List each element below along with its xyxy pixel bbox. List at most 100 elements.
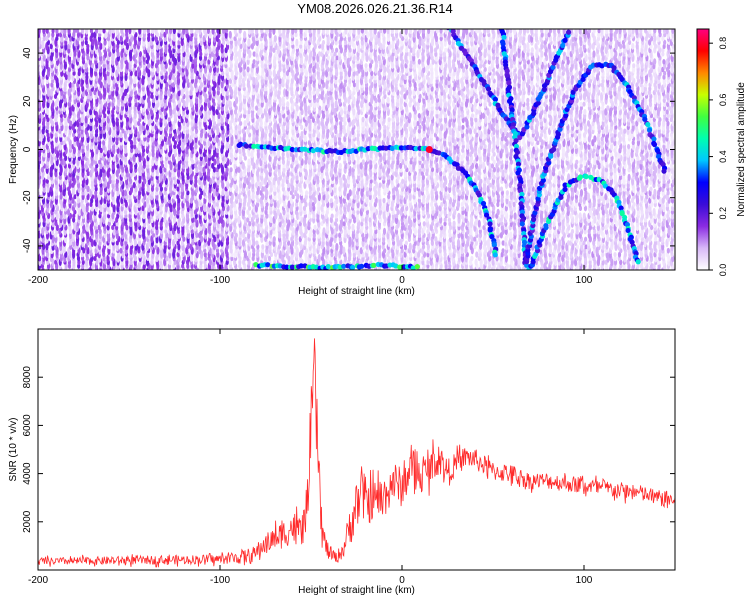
- spectrogram-cell: [85, 29, 89, 35]
- spectrogram-plot: [38, 29, 675, 270]
- spectrogram-cell: [228, 100, 232, 108]
- spectrogram-cell: [49, 43, 53, 50]
- spectrogram-cell: [373, 29, 377, 35]
- spectrogram-cell: [243, 30, 247, 39]
- spectrogram-cell: [63, 29, 67, 35]
- spectrogram-cell: [64, 117, 68, 123]
- spectrogram-cell: [67, 29, 71, 35]
- spectrogram-cell: [51, 32, 55, 38]
- spectrogram-cell: [246, 66, 250, 73]
- spectrogram-cell: [120, 29, 124, 35]
- spectrogram-cell: [40, 166, 45, 173]
- spectrogram-cell: [334, 29, 338, 35]
- spectrogram-cell: [84, 174, 88, 180]
- spectrogram-cell: [329, 198, 333, 204]
- spectrogram-cell: [60, 29, 64, 34]
- spectrogram-cell: [361, 159, 365, 165]
- spectrogram-cell: [252, 59, 256, 65]
- spectrogram-cell: [154, 29, 158, 35]
- spectrogram-cell: [361, 116, 365, 123]
- spectrogram-cell: [260, 42, 264, 51]
- spectrogram-cell: [75, 29, 80, 34]
- spectrogram-cell: [72, 70, 76, 76]
- spectrogram-cell: [282, 29, 286, 35]
- spectrogram-cell: [382, 197, 386, 204]
- spectrogram-cell: [272, 236, 276, 243]
- spectrogram-cell: [321, 29, 326, 36]
- spectrogram-cell: [243, 120, 247, 127]
- spectrogram-cell: [334, 100, 338, 109]
- spectrogram-cell: [72, 216, 76, 223]
- spectrogram-cell: [342, 174, 346, 181]
- spectrogram-cell: [278, 29, 282, 35]
- spectrogram-cell: [342, 246, 346, 255]
- spectrogram-cell: [38, 29, 41, 35]
- spectrogram-cell: [46, 182, 50, 188]
- spectrogram-cell: [330, 213, 334, 219]
- spectrogram-cell: [51, 29, 55, 34]
- spectrogram-cell: [247, 38, 251, 47]
- spectrogram-cell: [325, 29, 330, 36]
- spectrogram-cell: [54, 259, 58, 265]
- spectrogram-cell: [317, 254, 321, 263]
- spectrogram-cell: [72, 132, 76, 138]
- spectrogram-cell: [364, 63, 368, 69]
- spectrogram-cell: [46, 132, 50, 138]
- spectrogram-cell: [338, 162, 342, 169]
- spectrogram-cell: [50, 36, 55, 42]
- spectrogram-cell: [55, 29, 59, 35]
- spectrogram-cell: [382, 227, 387, 236]
- spectrogram-cell: [228, 30, 232, 39]
- spectrogram-cell: [313, 224, 317, 231]
- spectrogram-cell: [80, 232, 84, 239]
- spectrogram-cell: [352, 29, 356, 35]
- spectrogram-cell: [50, 82, 54, 88]
- spectrogram-cell: [347, 104, 351, 112]
- spectrogram-cell: [124, 29, 129, 35]
- spectrogram-cell: [45, 128, 49, 134]
- spectrogram-cell: [369, 29, 373, 35]
- spectrogram-cell: [165, 29, 169, 35]
- spectrogram-cell: [211, 29, 215, 35]
- spectrogram-cell: [261, 244, 265, 250]
- spectrogram-cell: [272, 69, 276, 78]
- spectrogram-cell: [42, 36, 46, 42]
- spectrogram-cell: [229, 167, 233, 173]
- spectrogram-cell: [72, 29, 77, 34]
- spectrogram-cell: [237, 215, 241, 225]
- spectrogram-cell: [72, 213, 76, 219]
- spectrogram-cell: [241, 161, 245, 170]
- spectrogram-cell: [351, 223, 355, 232]
- spectrogram-cell: [291, 29, 295, 35]
- spectrogram-cell: [247, 158, 251, 166]
- spectrogram-cell: [45, 29, 49, 34]
- spectrogram-cell: [286, 101, 290, 108]
- spectrogram-cell: [42, 29, 46, 35]
- spectrogram-cell: [276, 208, 280, 216]
- spectrogram-cell: [312, 29, 316, 36]
- spectrogram-cell: [344, 29, 348, 35]
- spectrogram-cell: [73, 194, 77, 200]
- spectrogram-cell: [51, 40, 55, 45]
- spectrogram-cell: [73, 135, 77, 142]
- spectrogram-cell: [321, 39, 326, 46]
- spectrogram-cell: [254, 29, 259, 35]
- spectrogram-cell: [138, 29, 142, 35]
- spectrogram-cell: [115, 29, 119, 36]
- spectrogram-cell: [41, 39, 45, 46]
- spectrogram-cell: [71, 197, 75, 204]
- spectrogram-cell: [62, 140, 66, 146]
- spectrogram-cell: [304, 190, 309, 196]
- spectrogram-cell: [198, 29, 202, 35]
- spectrogram-cell: [64, 120, 68, 127]
- spectrogram-cell: [294, 219, 298, 228]
- spectrogram-cell: [233, 29, 237, 35]
- spectrogram-cell: [64, 136, 68, 142]
- spectrogram-cell: [281, 151, 285, 157]
- spectrogram-cell: [295, 38, 299, 47]
- spectrogram-cell: [378, 182, 382, 188]
- spectrogram-cell: [281, 96, 285, 105]
- spectrogram-cell: [255, 240, 259, 246]
